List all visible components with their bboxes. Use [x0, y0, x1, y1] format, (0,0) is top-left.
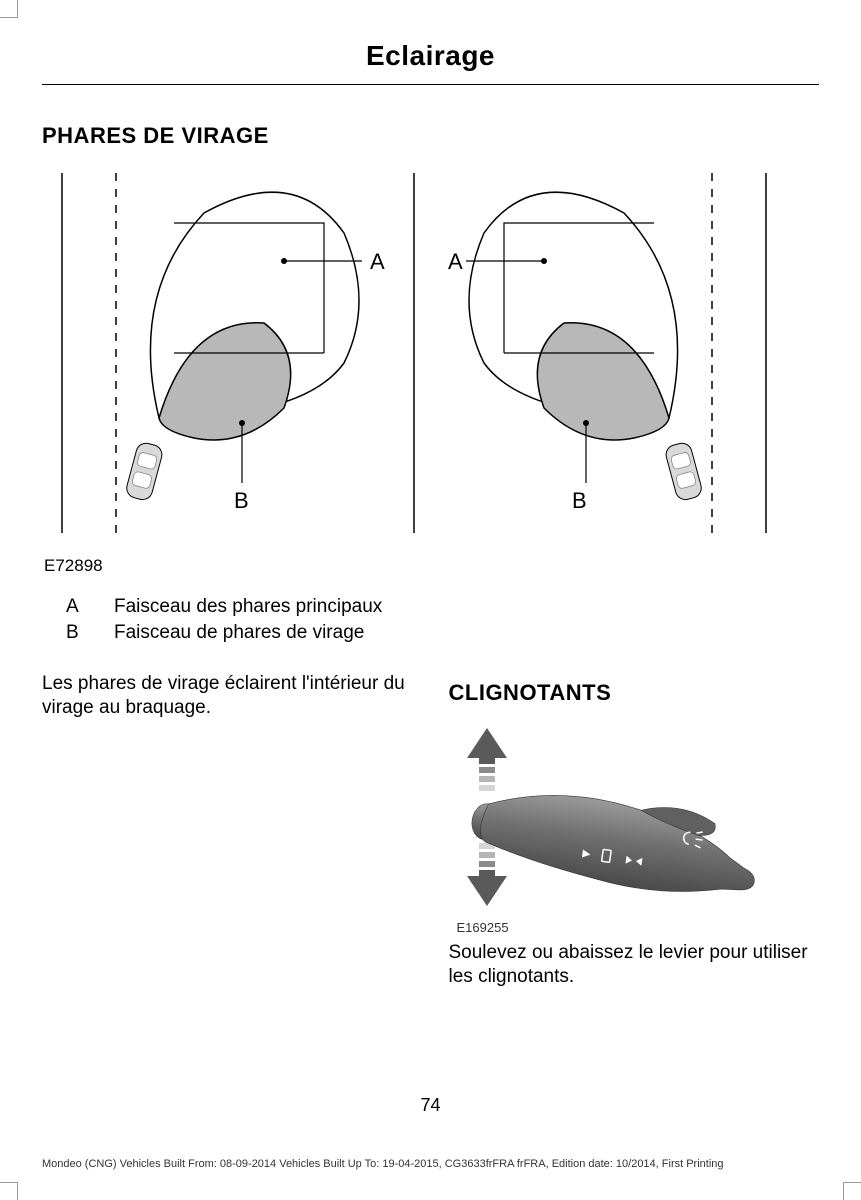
legend-text: Faisceau des phares principaux	[114, 596, 382, 618]
diagram-id-1: E72898	[44, 556, 819, 576]
crop-mark	[843, 1182, 861, 1200]
legend-row: B Faisceau de phares de virage	[66, 622, 819, 644]
diagram-label-a: A	[370, 249, 385, 274]
crop-mark	[0, 1182, 18, 1200]
turn-signal-stalk-diagram	[449, 722, 779, 912]
diagram-label-b-right: B	[572, 488, 587, 513]
section-title-phares: PHARES DE VIRAGE	[42, 123, 819, 149]
legend-text: Faisceau de phares de virage	[114, 622, 364, 644]
legend-key: A	[66, 596, 114, 618]
crop-mark	[0, 0, 18, 18]
page-container: Eclairage PHARES DE VIRAGE A	[0, 0, 861, 989]
cornering-lamp-diagram: A B	[44, 173, 817, 548]
chapter-title: Eclairage	[42, 40, 819, 85]
legend: A Faisceau des phares principaux B Faisc…	[66, 596, 819, 644]
section2-body: Soulevez ou abaissez le levier pour util…	[449, 941, 820, 989]
section1-body: Les phares de virage éclairent l'intérie…	[42, 672, 413, 720]
legend-key: B	[66, 622, 114, 644]
diagram-label-a-right: A	[448, 249, 463, 274]
legend-row: A Faisceau des phares principaux	[66, 596, 819, 618]
footer-text: Mondeo (CNG) Vehicles Built From: 08-09-…	[42, 1158, 819, 1170]
section-title-clignotants: CLIGNOTANTS	[449, 680, 820, 706]
diagram-id-2: E169255	[457, 920, 820, 935]
diagram-label-b: B	[234, 488, 249, 513]
page-number: 74	[0, 1095, 861, 1116]
